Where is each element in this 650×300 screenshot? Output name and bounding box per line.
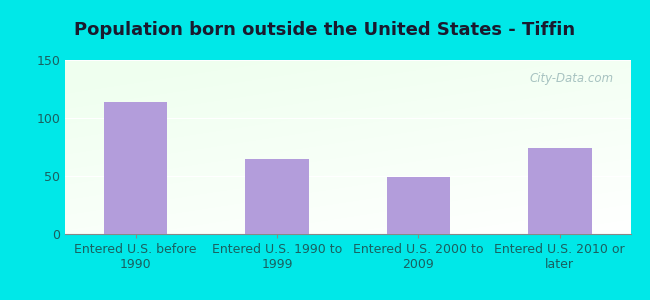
Bar xyxy=(528,148,592,234)
Bar xyxy=(387,177,450,234)
Bar xyxy=(104,102,168,234)
Bar xyxy=(245,159,309,234)
Text: Population born outside the United States - Tiffin: Population born outside the United State… xyxy=(75,21,575,39)
Text: City-Data.com: City-Data.com xyxy=(529,72,614,85)
